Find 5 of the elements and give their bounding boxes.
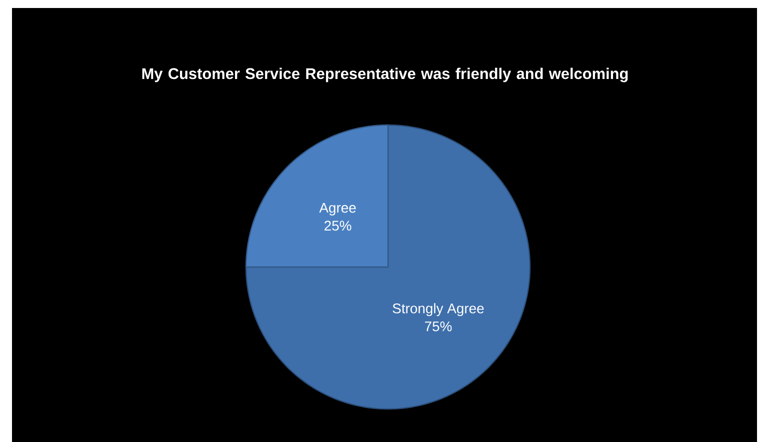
chart-title: My Customer Service Representative was friendly and welcoming <box>142 68 628 82</box>
data-label: 75% <box>424 321 452 332</box>
slice-label: Agree <box>319 202 356 216</box>
slice-label: Strongly Agree <box>392 303 484 316</box>
data-label: 25% <box>324 220 352 231</box>
